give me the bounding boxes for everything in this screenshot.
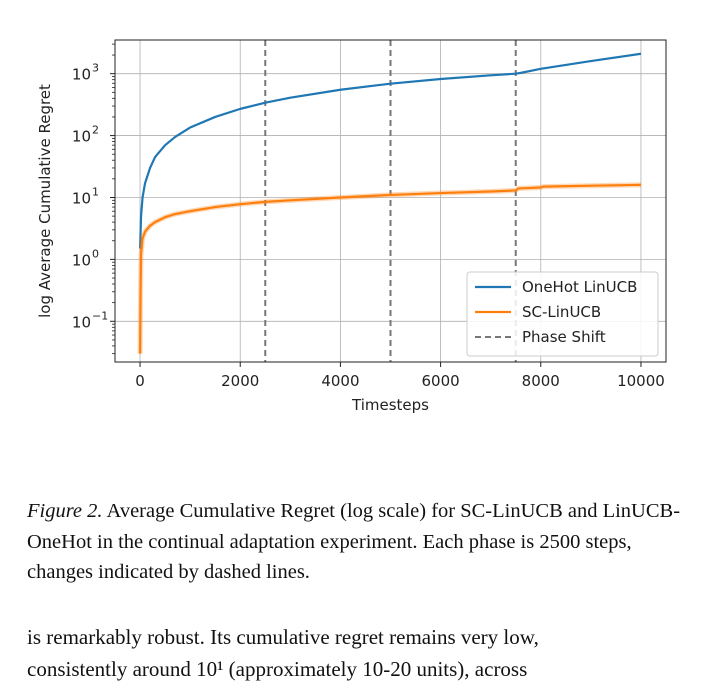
y-tick-label-2: 10: [72, 189, 91, 207]
x-tick-label-4: 8000: [522, 372, 560, 390]
chart-legend: OneHot LinUCB SC-LinUCB Phase Shift: [466, 271, 659, 357]
series-line-0: [139, 52, 642, 249]
y-tick-label-0: 10: [72, 313, 91, 331]
plot-frame: [114, 39, 667, 363]
x-axis-label: Timesteps: [351, 396, 429, 414]
chart-grid: [115, 40, 666, 362]
chart-series: [137, 52, 642, 354]
y-tick-label-3: 10: [72, 128, 91, 146]
x-tick-label-3: 6000: [421, 372, 459, 390]
body-line-1: is remarkably robust. Its cumulative reg…: [27, 625, 539, 649]
y-tick-exponent-0: −1: [92, 309, 108, 322]
legend-box: [466, 271, 659, 357]
y-axis-label: log Average Cumulative Regret: [36, 84, 54, 318]
figure-label: Figure 2.: [27, 500, 103, 522]
x-tick-label-2: 4000: [321, 372, 359, 390]
y-tick-exponent-1: 0: [92, 247, 99, 260]
y-tick-label-1: 10: [72, 251, 91, 269]
x-tick-label-0: 0: [135, 372, 145, 390]
x-tick-label-5: 10000: [617, 372, 665, 390]
figure-caption: Figure 2. Average Cumulative Regret (log…: [27, 496, 687, 588]
caption-text: Average Cumulative Regret (log scale) fo…: [27, 500, 681, 583]
y-tick-exponent-2: 1: [92, 185, 99, 198]
y-tick-label-4: 10: [72, 66, 91, 84]
body-line-2: consistently around 10¹ (approximately 1…: [27, 657, 528, 681]
legend-label-onehot: OneHot LinUCB: [522, 278, 637, 296]
legend-label-sc-linucb: SC-LinUCB: [522, 303, 601, 321]
y-tick-exponent-4: 3: [92, 62, 99, 75]
x-tick-label-1: 2000: [221, 372, 259, 390]
body-paragraph: is remarkably robust. Its cumulative reg…: [27, 621, 697, 685]
x-axis-ticks: 0 2000 4000 6000 8000 10000: [135, 362, 665, 390]
legend-label-phase-shift: Phase Shift: [522, 328, 606, 346]
series-line-1: [139, 183, 641, 354]
y-tick-exponent-3: 2: [92, 124, 99, 137]
